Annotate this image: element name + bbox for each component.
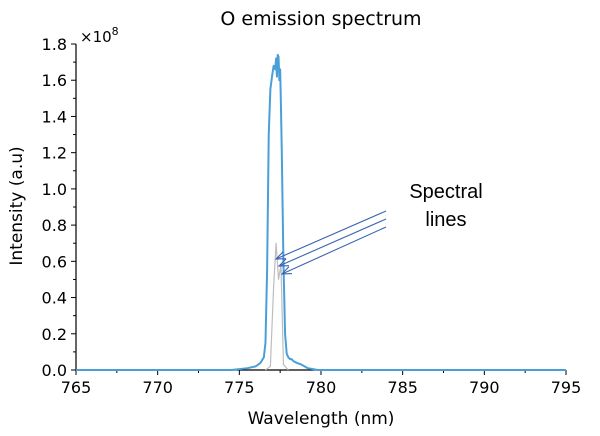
y-tick-label: 0.0: [42, 361, 67, 380]
y-tick-label: 0.4: [42, 289, 67, 308]
y-tick-label: 1.2: [42, 144, 67, 163]
y-tick-label: 1.6: [42, 71, 67, 90]
y-tick-label: 0.8: [42, 216, 67, 235]
x-axis-label: Wavelength (nm): [248, 409, 395, 429]
series-line-spectral: [265, 242, 289, 371]
x-tick-label: 785: [387, 378, 418, 397]
annotation-arrow-head: [277, 258, 290, 267]
series-layer: [76, 53, 566, 371]
annotation-arrows: [274, 210, 387, 275]
annotation-arrow-head: [280, 266, 293, 275]
y-tick-label: 0.6: [42, 252, 67, 271]
x-tick-label: 765: [61, 378, 92, 397]
y-tick-label: 1.4: [42, 107, 67, 126]
annotation-line-1: Spectral: [409, 181, 482, 203]
y-tick-label: 0.2: [42, 325, 67, 344]
y-multiplier-label: ×108: [80, 25, 119, 46]
y-tick-label: 1.0: [42, 180, 67, 199]
y-tick-label: 1.8: [42, 35, 67, 54]
x-tick-label: 775: [224, 378, 255, 397]
chart-title: O emission spectrum: [220, 8, 421, 30]
x-tick-label: 795: [551, 378, 582, 397]
x-tick-label: 780: [306, 378, 337, 397]
y-ticks: 0.0 0.2 0.4 0.6 0.8 1.0 1.2 1.4 1.6 1.8: [42, 35, 76, 380]
annotation-arrow-head: [274, 251, 287, 260]
annotation-arrow-line: [278, 218, 387, 267]
y-axis-label: Intensity (a.u): [7, 146, 27, 265]
annotation-line-2: lines: [425, 209, 466, 231]
annotation-arrow-line: [281, 226, 387, 275]
annotation-arrow-line: [275, 210, 387, 260]
x-ticks: 765 770 775 780 785 790 795: [61, 370, 582, 397]
series-line-emission: [76, 53, 566, 371]
x-tick-label: 790: [469, 378, 500, 397]
x-tick-label: 770: [142, 378, 173, 397]
